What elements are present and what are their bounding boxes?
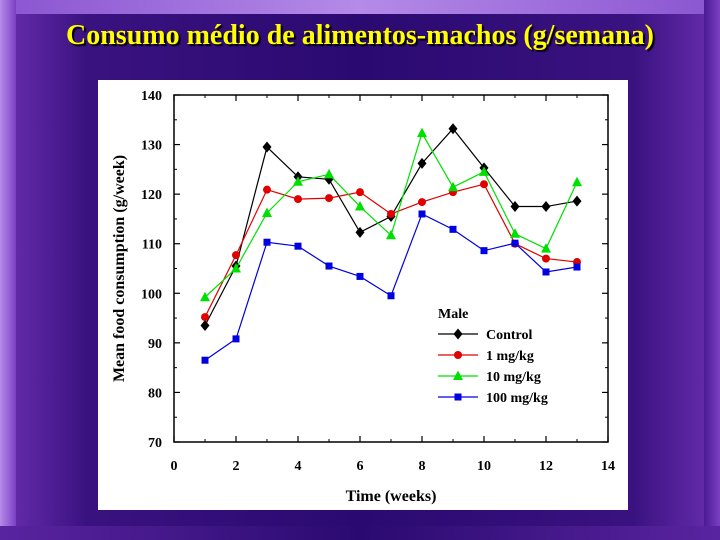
diamond-marker: [262, 141, 272, 153]
triangle-marker: [324, 168, 334, 179]
diamond-marker: [510, 201, 520, 213]
legend-label: 100 mg/kg: [486, 391, 548, 406]
legend-label: 1 mg/kg: [486, 349, 534, 364]
slide-title: Consumo médio de alimentos-machos (g/sem…: [66, 20, 654, 51]
series-1-mg-kg: [201, 180, 581, 322]
triangle-marker: [453, 370, 463, 380]
legend: Male Control 1 mg/kg 10 mg/kg 100 mg/kg: [438, 307, 548, 406]
x-tick-label: 10: [477, 459, 491, 474]
x-tick-label: 6: [357, 459, 364, 474]
circle-marker: [325, 194, 333, 203]
right-border: [704, 0, 720, 540]
diamond-marker: [541, 201, 551, 213]
diamond-marker: [355, 226, 365, 238]
series-group: [200, 123, 582, 364]
diamond-marker: [324, 173, 334, 185]
line-chart: 0 2 4 6 8 10 12 14 70 80 90 100 110 120 130 140 Male Co…: [111, 89, 615, 505]
x-tick-label: 8: [419, 459, 426, 474]
legend-item: 10 mg/kg: [438, 370, 541, 385]
triangle-marker: [293, 176, 303, 186]
x-axis-title: Time (weeks): [346, 488, 437, 505]
triangle-marker: [355, 201, 365, 211]
series-control: [200, 123, 582, 332]
chart-panel: 0 2 4 6 8 10 12 14 70 80 90 100 110 120 130 140 Male Co…: [98, 80, 628, 510]
square-marker: [573, 263, 581, 271]
x-tick-label: 14: [601, 459, 615, 474]
square-marker: [387, 292, 395, 300]
legend-item: Control: [438, 328, 533, 343]
legend-label: 10 mg/kg: [486, 370, 541, 385]
series-100-mg-kg: [201, 210, 581, 364]
series-10-mg-kg: [200, 127, 582, 302]
circle-marker: [387, 209, 395, 218]
square-marker: [454, 393, 462, 401]
square-marker: [263, 238, 271, 246]
x-tick-label: 12: [539, 459, 553, 474]
square-marker: [294, 242, 302, 250]
triangle-marker: [262, 207, 272, 217]
square-marker: [511, 239, 519, 247]
square-marker: [542, 268, 550, 276]
legend-item: 1 mg/kg: [438, 349, 534, 364]
bottom-border: [0, 526, 720, 540]
triangle-marker: [479, 166, 489, 176]
square-marker: [325, 262, 333, 270]
square-marker: [201, 356, 209, 364]
triangle-marker: [231, 263, 241, 273]
y-tick-label: 70: [148, 436, 162, 451]
circle-marker: [418, 198, 426, 207]
triangle-marker: [510, 228, 520, 238]
y-tick-label: 110: [142, 238, 162, 253]
diamond-marker: [453, 328, 463, 340]
circle-marker: [356, 188, 364, 197]
triangle-marker: [386, 229, 396, 240]
square-marker: [449, 225, 457, 233]
x-tick-label: 2: [233, 459, 240, 474]
circle-marker: [263, 185, 271, 194]
triangle-marker: [200, 291, 210, 302]
y-axis-title: Mean food consumption (g/week): [111, 155, 128, 382]
y-tick-label: 80: [148, 386, 162, 401]
left-border: [0, 0, 16, 540]
square-marker: [232, 335, 240, 343]
x-tick-label: 4: [295, 459, 302, 474]
square-marker: [480, 247, 488, 255]
legend-label: Control: [486, 328, 533, 343]
square-marker: [418, 210, 426, 218]
top-border: [0, 0, 720, 14]
triangle-marker: [417, 127, 427, 138]
y-tick-label: 100: [141, 287, 162, 302]
circle-marker: [480, 180, 488, 189]
legend-item: 100 mg/kg: [438, 391, 548, 406]
y-tick-label: 90: [148, 337, 162, 352]
y-tick-label: 140: [141, 89, 162, 104]
diamond-marker: [200, 320, 210, 332]
triangle-marker: [541, 243, 551, 253]
y-tick-label: 130: [141, 139, 162, 154]
circle-marker: [201, 313, 209, 322]
circle-marker: [542, 254, 550, 263]
diamond-marker: [572, 195, 582, 207]
circle-marker: [294, 195, 302, 204]
legend-title: Male: [438, 307, 468, 322]
circle-marker: [454, 351, 462, 359]
triangle-marker: [572, 176, 582, 187]
diamond-marker: [448, 123, 458, 135]
diamond-marker: [417, 157, 427, 169]
square-marker: [356, 272, 364, 280]
triangle-marker: [448, 181, 458, 192]
axes: 0 2 4 6 8 10 12 14 70 80 90 100 110 120 130 140: [141, 89, 615, 474]
circle-marker: [232, 251, 240, 260]
x-tick-label: 0: [171, 459, 178, 474]
y-tick-label: 120: [141, 188, 162, 203]
